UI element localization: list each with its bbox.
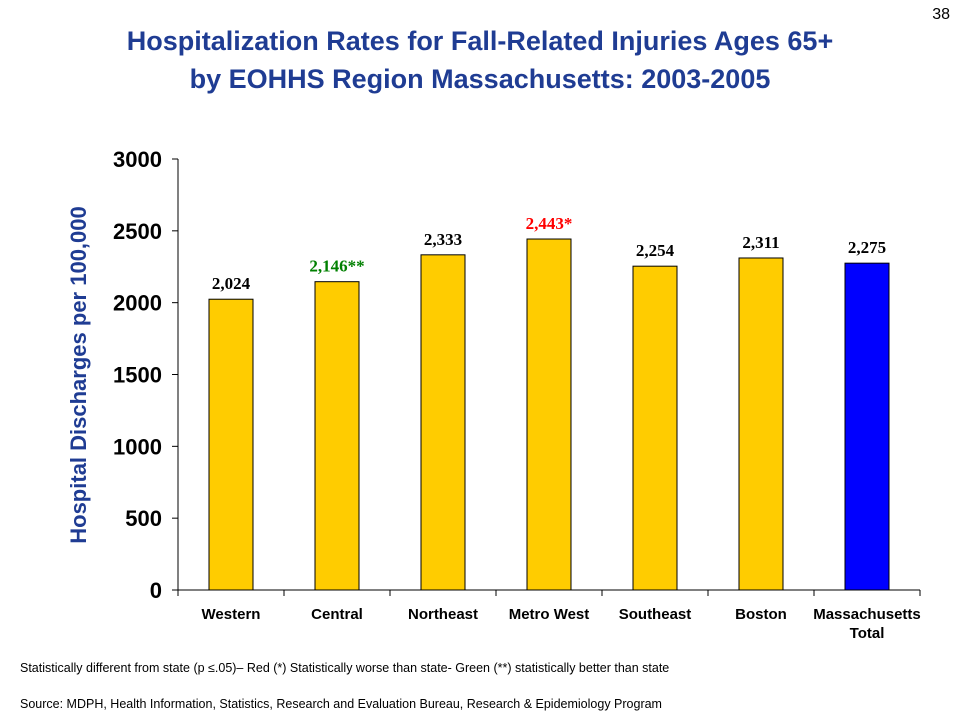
category-label-3: Metro West: [509, 606, 590, 623]
y-axis-title: Hospital Discharges per 100,000: [66, 206, 91, 544]
bar-5: [738, 257, 784, 591]
y-tick-label: 2500: [113, 219, 162, 244]
bar-3: [526, 238, 572, 591]
bar-4: [632, 265, 678, 591]
data-label-4: 2,254: [636, 241, 675, 260]
data-label-6: 2,275: [848, 238, 886, 257]
y-tick-label: 500: [125, 506, 162, 531]
category-label-1: Central: [311, 606, 363, 623]
category-label-6-line-0: Massachusetts: [813, 606, 921, 623]
category-label-5: Boston: [735, 606, 787, 623]
y-tick-label: 0: [150, 578, 162, 603]
y-tick-label: 2000: [113, 291, 162, 316]
category-label-0: Western: [202, 606, 261, 623]
category-label-4: Southeast: [619, 606, 692, 623]
category-label-6-line-1: Total: [850, 625, 885, 642]
data-label-1: 2,146**: [309, 257, 364, 276]
bar-1: [314, 281, 360, 591]
category-label-2: Northeast: [408, 606, 478, 623]
y-tick-label: 1000: [113, 434, 162, 459]
bar-2: [420, 254, 466, 591]
bar-0: [208, 298, 254, 591]
significance-footnote: Statistically different from state (p ≤.…: [20, 661, 670, 675]
source-note: Source: MDPH, Health Information, Statis…: [20, 697, 662, 711]
data-label-3: 2,443*: [526, 214, 573, 233]
data-label-2: 2,333: [424, 230, 462, 249]
data-label-5: 2,311: [742, 233, 779, 252]
y-tick-label: 1500: [113, 363, 162, 388]
data-label-0: 2,024: [212, 274, 251, 293]
chart-title: Hospitalization Rates for Fall-Related I…: [0, 22, 960, 98]
chart-title-line-2: by EOHHS Region Massachusetts: 2003-2005: [189, 64, 771, 94]
y-tick-label: 3000: [113, 147, 162, 172]
chart-title-line-1: Hospitalization Rates for Fall-Related I…: [126, 26, 834, 56]
page-number: 38: [932, 6, 950, 23]
bar-6: [844, 262, 890, 591]
